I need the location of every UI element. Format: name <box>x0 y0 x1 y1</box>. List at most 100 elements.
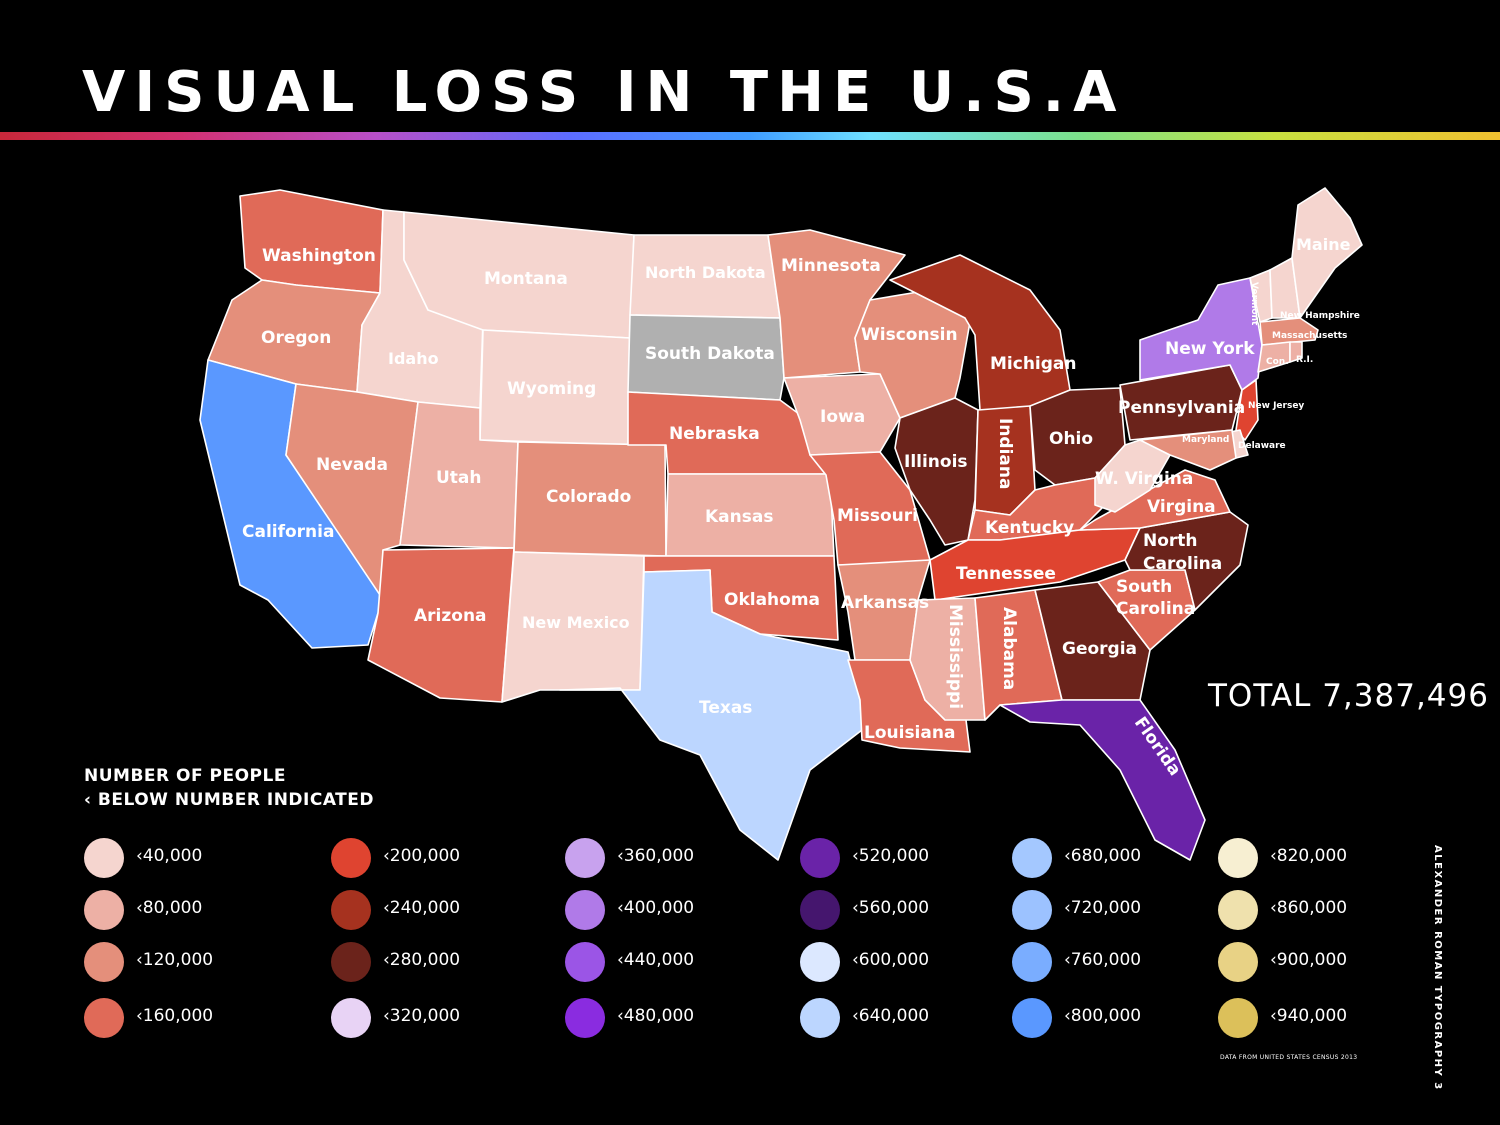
legend-label: ‹400,000 <box>617 898 695 918</box>
state-label-pennsylvania: Pennsylvania <box>1118 398 1245 418</box>
state-label-georgia: Georgia <box>1062 639 1137 659</box>
legend-label: ‹760,000 <box>1064 950 1142 970</box>
state-label-virgina: Virgina <box>1147 497 1216 517</box>
legend-label: ‹320,000 <box>383 1006 461 1026</box>
legend-title: NUMBER OF PEOPLE ‹ BELOW NUMBER INDICATE… <box>84 764 374 812</box>
legend-label: ‹680,000 <box>1064 846 1142 866</box>
legend-label: ‹600,000 <box>852 950 930 970</box>
state-label-mississippi: Mississippi <box>945 604 965 709</box>
state-label-new-york: New York <box>1165 339 1255 359</box>
legend-label: ‹480,000 <box>617 1006 695 1026</box>
legend-label: ‹940,000 <box>1270 1006 1348 1026</box>
page-title: VISUAL LOSS IN THE U.S.A <box>82 60 1126 125</box>
state-label-montana: Montana <box>484 269 568 289</box>
state-r-i <box>1289 341 1303 363</box>
state-label-iowa: Iowa <box>820 407 865 427</box>
legend-label: ‹360,000 <box>617 846 695 866</box>
state-label-new-mexico: New Mexico <box>522 613 630 632</box>
legend-swatch <box>800 890 840 930</box>
legend-label: ‹860,000 <box>1270 898 1348 918</box>
state-label-indiana: Indiana <box>995 418 1015 489</box>
state-label-south-carolina: South Carolina <box>1116 577 1195 619</box>
state-georgia <box>1034 581 1151 701</box>
state-label-nebraska: Nebraska <box>669 424 760 444</box>
state-label-nevada: Nevada <box>316 455 388 475</box>
state-label-utah: Utah <box>436 468 482 488</box>
legend-label: ‹640,000 <box>852 1006 930 1026</box>
legend-swatch <box>84 998 124 1038</box>
legend-label: ‹240,000 <box>383 898 461 918</box>
state-label-illinois: Illinois <box>904 452 968 472</box>
state-label-wisconsin: Wisconsin <box>861 325 958 345</box>
legend-swatch <box>565 838 605 878</box>
legend-swatch <box>84 838 124 878</box>
state-label-wyoming: Wyoming <box>507 379 596 399</box>
state-label-minnesota: Minnesota <box>781 256 881 276</box>
legend-swatch <box>1012 838 1052 878</box>
state-washington <box>239 189 384 294</box>
state-label-new-hampshire: New Hampshire <box>1280 311 1360 321</box>
state-label-r-i: R.I. <box>1296 355 1313 365</box>
legend-label: ‹520,000 <box>852 846 930 866</box>
legend-swatch <box>800 942 840 982</box>
legend-swatch <box>565 942 605 982</box>
legend-swatch <box>800 998 840 1038</box>
state-label-california: California <box>242 522 334 542</box>
state-label-massachusetts: Massachusetts <box>1272 331 1347 341</box>
state-label-new-jersey: New Jersey <box>1248 401 1304 411</box>
state-label-con: Con. <box>1266 357 1289 367</box>
state-texas <box>559 569 863 861</box>
legend-swatch <box>84 942 124 982</box>
legend-swatch <box>800 838 840 878</box>
state-label-washington: Washington <box>262 246 376 266</box>
legend-swatch <box>1012 942 1052 982</box>
legend-label: ‹440,000 <box>617 950 695 970</box>
state-maryland <box>1139 429 1237 471</box>
state-label-delaware: Delaware <box>1238 441 1286 451</box>
legend-swatch <box>1218 942 1258 982</box>
state-label-vermont: Vermont <box>1249 282 1259 326</box>
state-label-oklahoma: Oklahoma <box>724 590 820 610</box>
legend-label: ‹200,000 <box>383 846 461 866</box>
state-nevada <box>285 383 419 599</box>
state-label-w-virgina: W. Virgina <box>1095 469 1193 489</box>
state-label-north-dakota: North Dakota <box>645 263 766 282</box>
legend-swatch <box>1012 890 1052 930</box>
state-w-virgina <box>1094 439 1171 513</box>
legend-swatch <box>565 998 605 1038</box>
state-label-arizona: Arizona <box>414 606 487 626</box>
legend-swatch <box>1218 998 1258 1038</box>
legend-label: ‹80,000 <box>136 898 203 918</box>
state-label-maine: Maine <box>1296 235 1351 254</box>
state-illinois <box>894 397 979 546</box>
legend-title-line1: NUMBER OF PEOPLE <box>84 766 286 786</box>
state-label-maryland: Maryland <box>1182 435 1229 445</box>
state-new-jersey <box>1235 379 1259 441</box>
legend-swatch <box>1012 998 1052 1038</box>
state-maine <box>1291 187 1363 319</box>
state-florida <box>999 699 1206 861</box>
state-shapes <box>199 187 1363 861</box>
state-label-missouri: Missouri <box>837 506 918 526</box>
total-count: TOTAL 7,387,496 <box>1208 678 1489 714</box>
legend-swatch <box>331 942 371 982</box>
credit: ALEXANDER ROMAN TYPOGRAPHY 3 <box>1432 845 1443 1091</box>
state-label-arkansas: Arkansas <box>841 593 929 613</box>
legend-label: ‹800,000 <box>1064 1006 1142 1026</box>
legend-label: ‹900,000 <box>1270 950 1348 970</box>
state-label-louisiana: Louisiana <box>864 723 955 743</box>
legend-swatch <box>331 998 371 1038</box>
state-label-texas: Texas <box>699 698 752 718</box>
state-label-south-dakota: South Dakota <box>645 344 775 364</box>
state-label-ohio: Ohio <box>1049 429 1093 449</box>
state-label-idaho: Idaho <box>388 349 439 368</box>
legend-label: ‹820,000 <box>1270 846 1348 866</box>
state-label-colorado: Colorado <box>546 487 631 507</box>
state-label-michigan: Michigan <box>990 354 1077 374</box>
state-label-oregon: Oregon <box>261 328 331 348</box>
legend-swatch <box>84 890 124 930</box>
state-label-kentucky: Kentucky <box>985 518 1074 538</box>
state-south-dakota <box>627 314 785 401</box>
legend-label: ‹120,000 <box>136 950 214 970</box>
